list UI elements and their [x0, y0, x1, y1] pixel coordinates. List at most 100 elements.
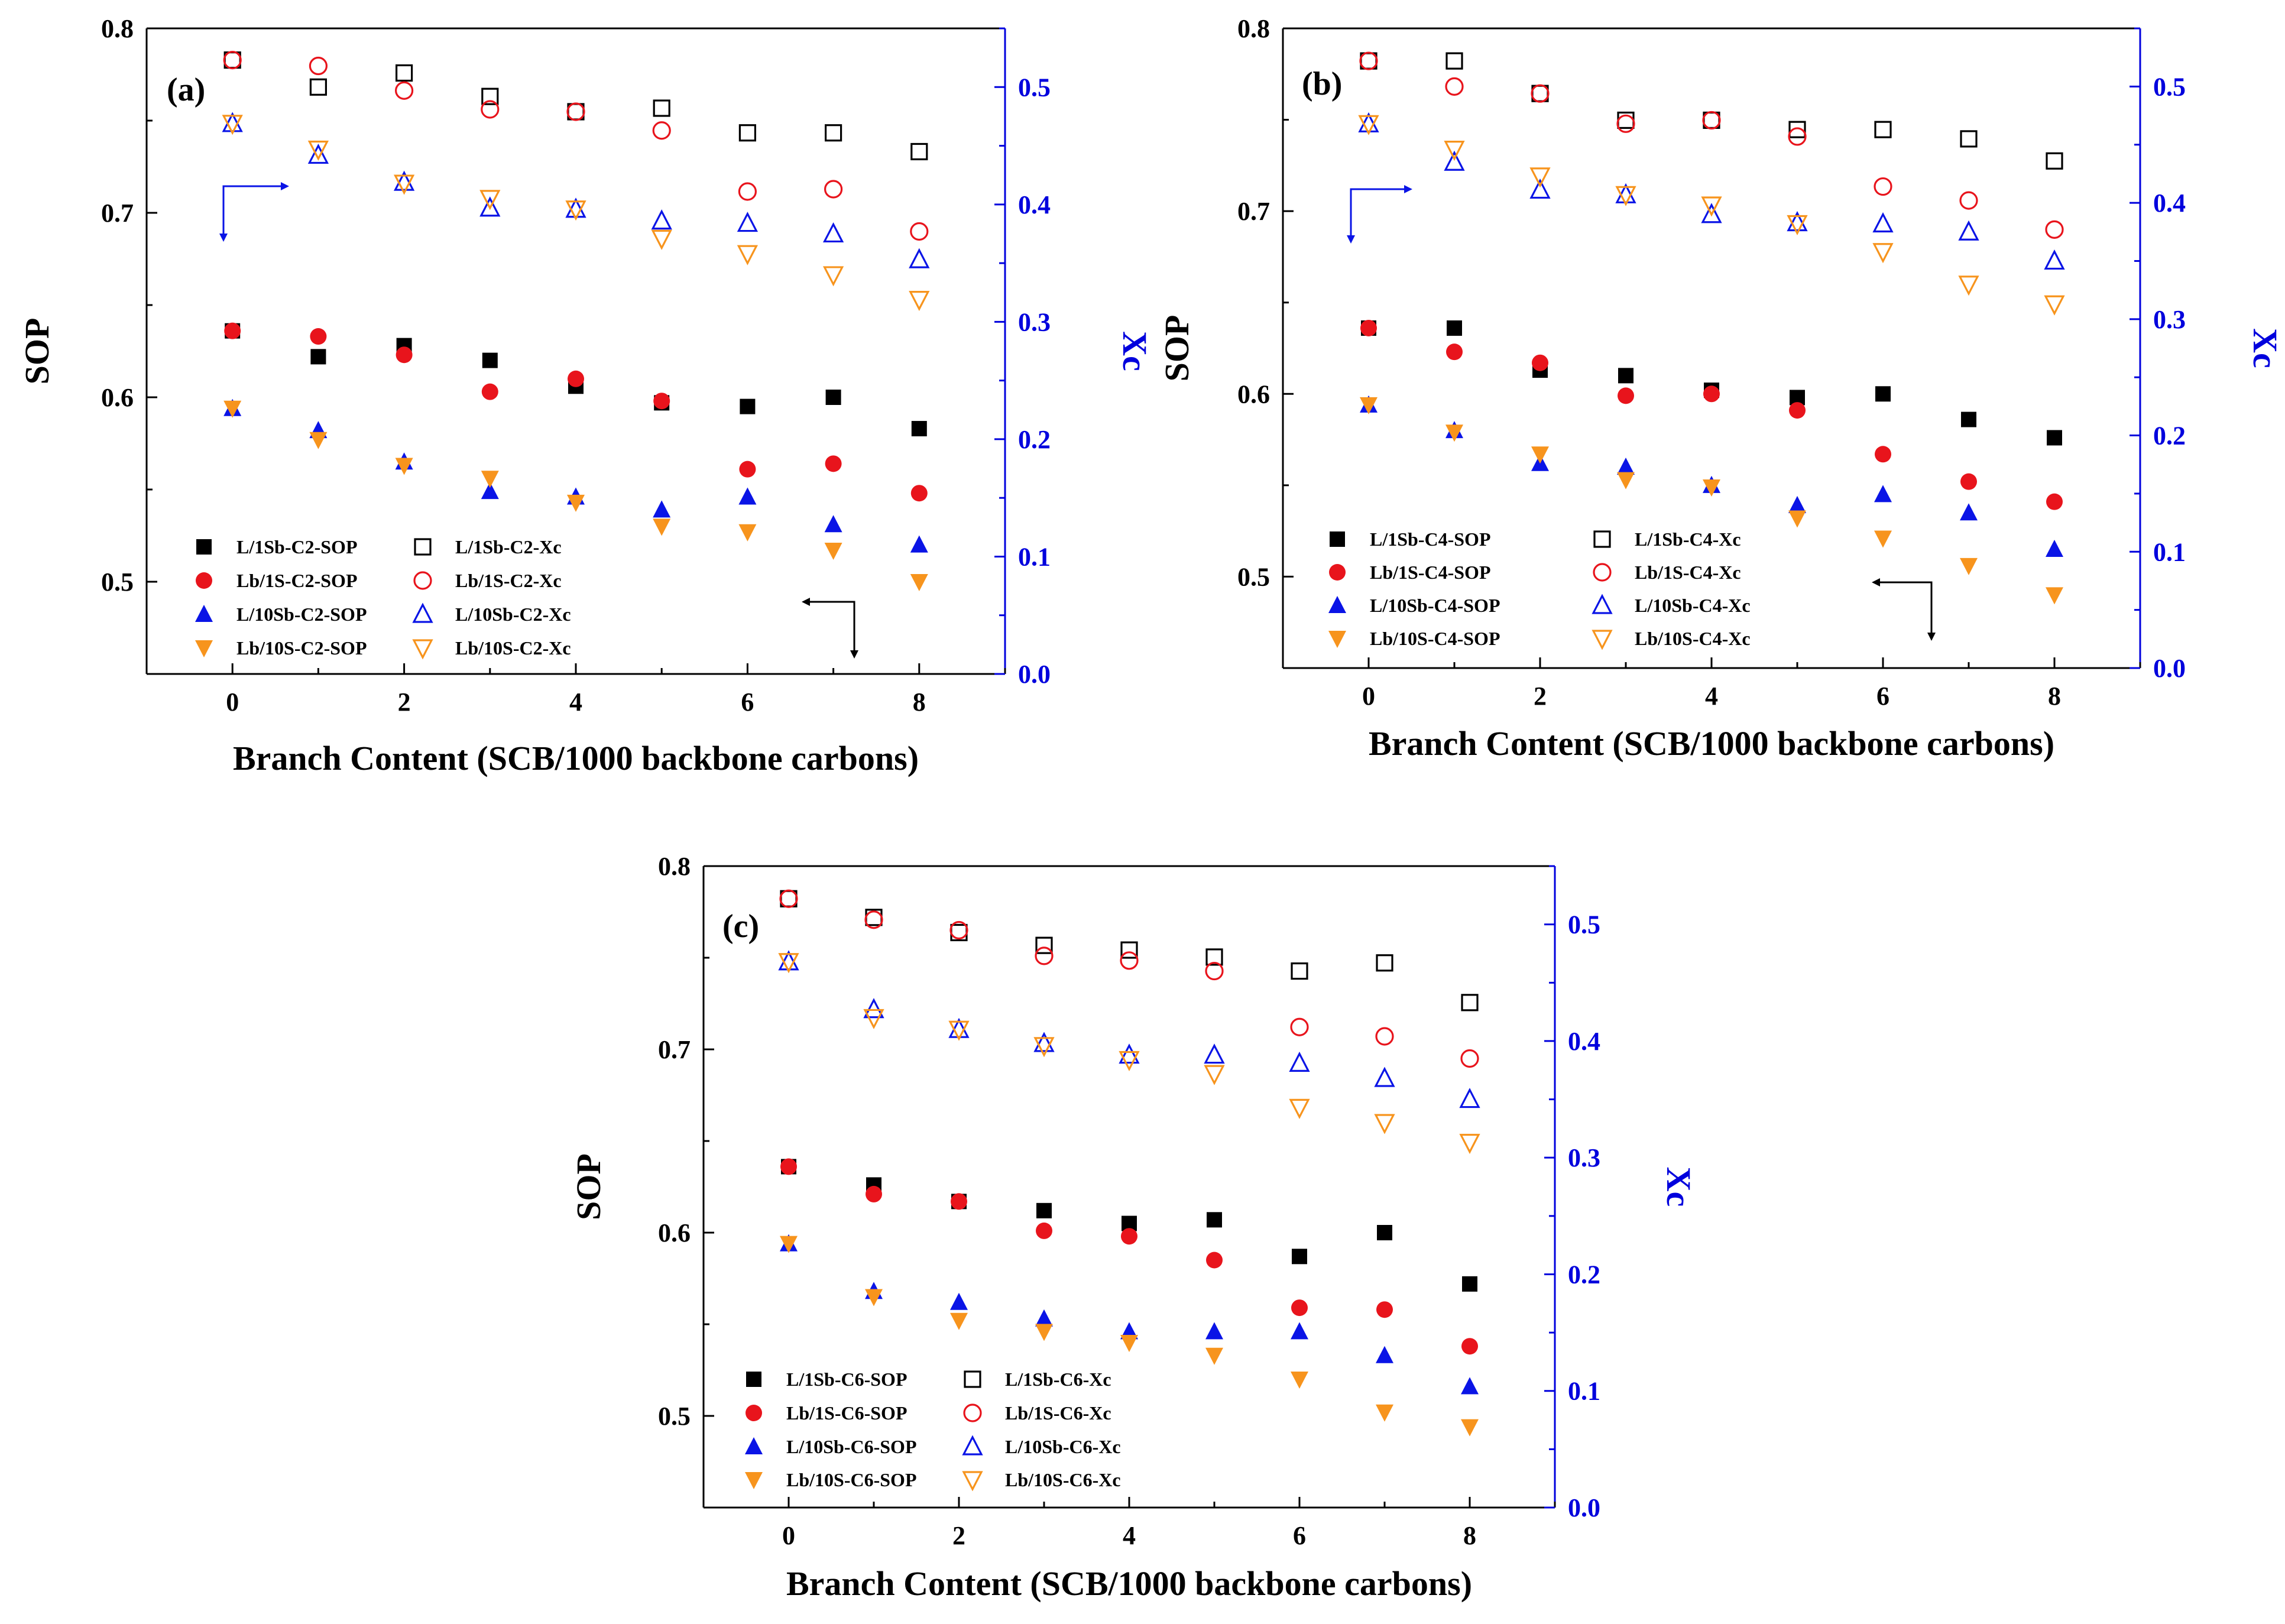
series-L/1Sb-C2-Xc: [223, 51, 928, 161]
y-right-tick-label: 0.3: [2153, 305, 2186, 334]
y-right-tick-label: 0.2: [2153, 422, 2186, 450]
series-Lb/10S-C2-SOP: [223, 400, 928, 591]
y-right-tick-label: 0.5: [2153, 72, 2186, 101]
legend-marker: [745, 1472, 763, 1489]
legend-label: L/1Sb-C4-SOP: [1370, 529, 1490, 550]
data-point: [1874, 121, 1892, 138]
data-point: [1360, 397, 1378, 414]
arrow-to-left-axis-head-h: [1872, 578, 1880, 586]
data-point: [1703, 479, 1720, 497]
y-left-tick-label: 0.8: [1237, 14, 1270, 43]
data-point: [481, 383, 498, 400]
series-Lb/10S-C2-Xc: [222, 115, 930, 312]
y-left-tick-label: 0.7: [101, 199, 134, 228]
data-point: [1461, 994, 1479, 1012]
arrow-to-left-axis-head-v: [1927, 633, 1936, 641]
data-point: [1960, 130, 1978, 148]
data-point: [1462, 1276, 1477, 1292]
data-point: [1461, 1377, 1479, 1395]
data-point: [1376, 1404, 1393, 1422]
x-axis-title: Branch Content (SCB/1000 backbone carbon…: [786, 1564, 1472, 1603]
data-point: [481, 100, 500, 119]
data-point: [222, 115, 243, 135]
y-left-tick-label: 0.8: [658, 852, 691, 881]
data-point: [395, 64, 413, 82]
legend-marker: [962, 1471, 983, 1492]
data-point: [565, 200, 586, 221]
legend-marker: [1592, 594, 1613, 614]
data-point: [309, 432, 328, 449]
series-L/10Sb-C6-Xc: [778, 950, 1480, 1108]
series-L/1Sb-C4-SOP: [1361, 320, 2062, 446]
x-tick-label: 8: [2048, 682, 2061, 711]
data-point: [738, 124, 757, 142]
data-point: [1290, 1017, 1309, 1036]
data-point: [1703, 385, 1720, 403]
data-point: [1292, 1249, 1307, 1265]
series-Lb/10S-C6-Xc: [778, 953, 1480, 1155]
y-right-tick-label: 0.1: [1568, 1377, 1600, 1406]
data-point: [2044, 295, 2065, 316]
data-point: [1035, 936, 1053, 954]
legend-label: Lb/10S-C6-Xc: [1005, 1469, 1121, 1490]
series-Lb/1S-C4-SOP: [1360, 319, 2063, 510]
data-point: [779, 889, 798, 908]
data-point: [1874, 485, 1892, 503]
data-point: [1206, 1252, 1223, 1269]
x-tick-label: 4: [1705, 682, 1718, 711]
data-point: [738, 182, 757, 201]
data-point: [909, 248, 930, 268]
data-point: [737, 212, 759, 232]
series-L/1Sb-C6-Xc: [780, 890, 1479, 1012]
data-point: [1035, 1324, 1053, 1341]
data-point: [824, 542, 842, 560]
y-left-tick-label: 0.6: [658, 1218, 691, 1247]
legend-marker: [963, 1403, 982, 1422]
y-right-tick-label: 0.0: [2153, 654, 2186, 683]
data-point: [1374, 1114, 1395, 1134]
legend-label: L/10Sb-C4-Xc: [1635, 595, 1751, 616]
legend-marker: [1328, 596, 1346, 613]
arrow-to-right-axis: [1350, 188, 1404, 235]
data-point: [479, 190, 501, 210]
y-right-axis-title: Xc: [1660, 1167, 1698, 1207]
data-point: [479, 196, 501, 217]
legend-item: L/10Sb-C4-SOP: [1328, 595, 1500, 616]
data-point: [780, 1158, 797, 1175]
legend-label: Lb/10S-C2-Xc: [455, 637, 571, 659]
data-point: [740, 398, 756, 414]
data-point: [1875, 386, 1891, 402]
y-left-tick-label: 0.8: [101, 14, 134, 43]
data-point: [1702, 111, 1721, 130]
panel-label: (c): [722, 908, 759, 945]
legend-item: L/1Sb-C4-Xc: [1593, 529, 1741, 550]
data-point: [1616, 114, 1635, 133]
legend-label: L/1Sb-C6-Xc: [1005, 1369, 1111, 1390]
data-point: [1204, 1065, 1225, 1085]
data-point: [738, 524, 757, 542]
data-point: [1119, 1043, 1140, 1064]
legend-label: Lb/1S-C6-SOP: [786, 1402, 907, 1424]
data-point: [1375, 1027, 1394, 1046]
data-point: [825, 455, 842, 472]
data-point: [1291, 1299, 1308, 1317]
data-point: [481, 87, 499, 105]
series-Lb/10S-C4-Xc: [1358, 115, 2065, 316]
data-point: [780, 1236, 798, 1253]
legend-marker: [1330, 531, 1345, 547]
data-point: [1459, 1088, 1480, 1108]
data-point: [2046, 587, 2063, 605]
data-point: [2046, 540, 2063, 557]
data-point: [394, 81, 414, 100]
arrow-to-right-axis-head-h: [1404, 185, 1412, 193]
data-point: [1960, 557, 1978, 575]
x-tick-label: 8: [1463, 1521, 1476, 1550]
legend-item: Lb/1S-C4-SOP: [1329, 562, 1490, 583]
data-point: [1872, 212, 1894, 233]
data-point: [566, 102, 585, 121]
data-point: [307, 140, 329, 161]
data-point: [1787, 211, 1808, 232]
arrow-to-right-axis-head-h: [281, 182, 289, 190]
x-tick-label: 4: [569, 688, 582, 717]
